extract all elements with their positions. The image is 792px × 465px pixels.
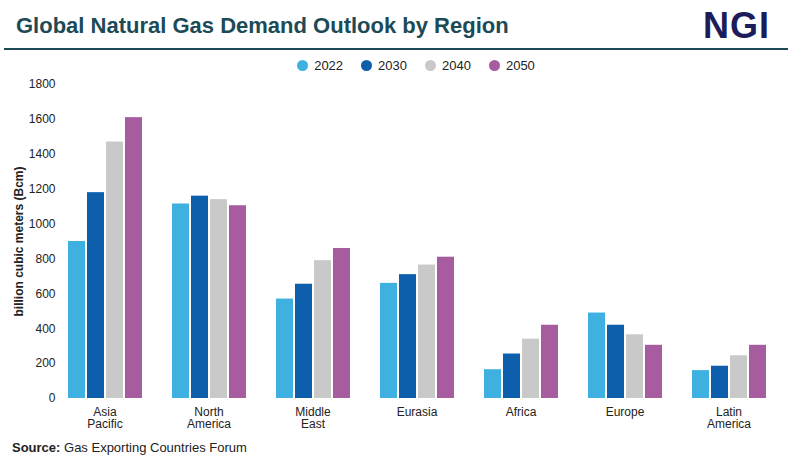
svg-text:1800: 1800 [29,77,56,91]
svg-text:Africa: Africa [506,405,537,419]
html-text:Source: Gas Exporting Countrie: Source: Gas Exporting Countries Forum [12,440,247,455]
svg-text:1600: 1600 [29,112,56,126]
html-text:2022: 2022 [314,57,344,73]
html-text:2050: 2050 [505,57,535,73]
svg-text:Europe: Europe [606,405,645,419]
html-text:2040: 2040 [442,57,471,73]
svg-text:NorthAmerica: NorthAmerica [187,405,231,431]
svg-text:MiddleEast: MiddleEast [295,405,331,431]
svg-text:LatinAmerica: LatinAmerica [707,405,751,431]
html-text:2030: 2030 [378,57,407,73]
svg-text:AsiaPacific: AsiaPacific [87,405,122,431]
svg-text:1400: 1400 [29,147,56,161]
svg-text:billion cubic meters (Bcm): billion cubic meters (Bcm) [12,166,26,316]
svg-text:400: 400 [35,322,55,336]
svg-text:1200: 1200 [29,182,56,196]
svg-text:200: 200 [35,356,55,370]
svg-text:0: 0 [49,391,56,405]
svg-text:600: 600 [35,287,55,301]
html-text:Global Natural Gas Demand Outl: Global Natural Gas Demand Outlook by Reg… [16,13,509,38]
svg-text:Eurasia: Eurasia [397,405,438,419]
html-text:NGI: NGI [703,5,770,46]
svg-text:1000: 1000 [29,217,56,231]
svg-text:800: 800 [35,252,55,266]
